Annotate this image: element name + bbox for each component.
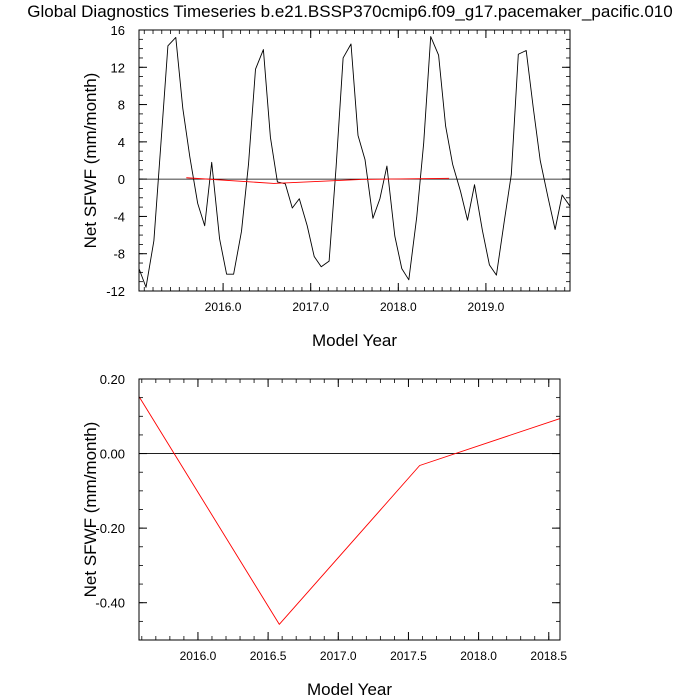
bottom-plot-panel: 2016.0 2016.5 2017.0 2017.5 2018.0 2018.5 -0.4… bbox=[81, 372, 567, 699]
bottom-x-tick-label: 2018.5 bbox=[530, 649, 567, 663]
bottom-y-tick-label: -0.40 bbox=[95, 596, 125, 611]
bottom-x-tick-label: 2016.0 bbox=[180, 649, 217, 663]
bottom-x-tick-label: 2016.5 bbox=[250, 649, 287, 663]
top-plot-panel: 2016.0 2017.0 2018.0 2019.0 -12 -8 -4 0 4 8 12 16 Mo… bbox=[81, 23, 571, 350]
bottom-y-tick-label: -0.20 bbox=[95, 521, 125, 536]
top-x-tick-label: 2018.0 bbox=[380, 300, 417, 314]
top-x-tick-label: 2016.0 bbox=[205, 300, 242, 314]
top-y-tick-label: 8 bbox=[118, 98, 125, 113]
top-y-tick-label: 4 bbox=[118, 135, 125, 150]
bottom-y-tick-label: 0.00 bbox=[100, 447, 125, 462]
top-y-tick-label: -8 bbox=[113, 247, 125, 262]
top-x-axis-title: Model Year bbox=[312, 331, 397, 350]
bottom-x-tick-label: 2017.5 bbox=[390, 649, 427, 663]
top-y-tick-label: 12 bbox=[111, 60, 125, 75]
bottom-x-tick-label: 2017.0 bbox=[320, 649, 357, 663]
top-x-tick-label: 2017.0 bbox=[292, 300, 329, 314]
bottom-y-axis-title: Net SFWF (mm/month) bbox=[81, 422, 100, 598]
bottom-x-tick-label: 2018.0 bbox=[460, 649, 497, 663]
top-y-tick-label: 16 bbox=[111, 23, 125, 38]
top-series-1-line bbox=[186, 177, 450, 184]
top-x-tick-label: 2019.0 bbox=[468, 300, 505, 314]
bottom-series-0-line bbox=[138, 396, 561, 625]
chart-title: Global Diagnostics Timeseries b.e21.BSSP… bbox=[27, 2, 673, 21]
top-y-tick-label: -12 bbox=[106, 284, 125, 299]
top-series-0-line bbox=[138, 36, 571, 288]
top-plot-frame bbox=[138, 29, 571, 292]
top-y-tick-label: 0 bbox=[118, 172, 125, 187]
bottom-plot-frame bbox=[138, 378, 561, 641]
top-y-axis-title: Net SFWF (mm/month) bbox=[81, 73, 100, 249]
bottom-x-axis-title: Model Year bbox=[307, 680, 392, 699]
top-y-tick-label: -4 bbox=[113, 209, 125, 224]
bottom-y-tick-label: 0.20 bbox=[100, 372, 125, 387]
